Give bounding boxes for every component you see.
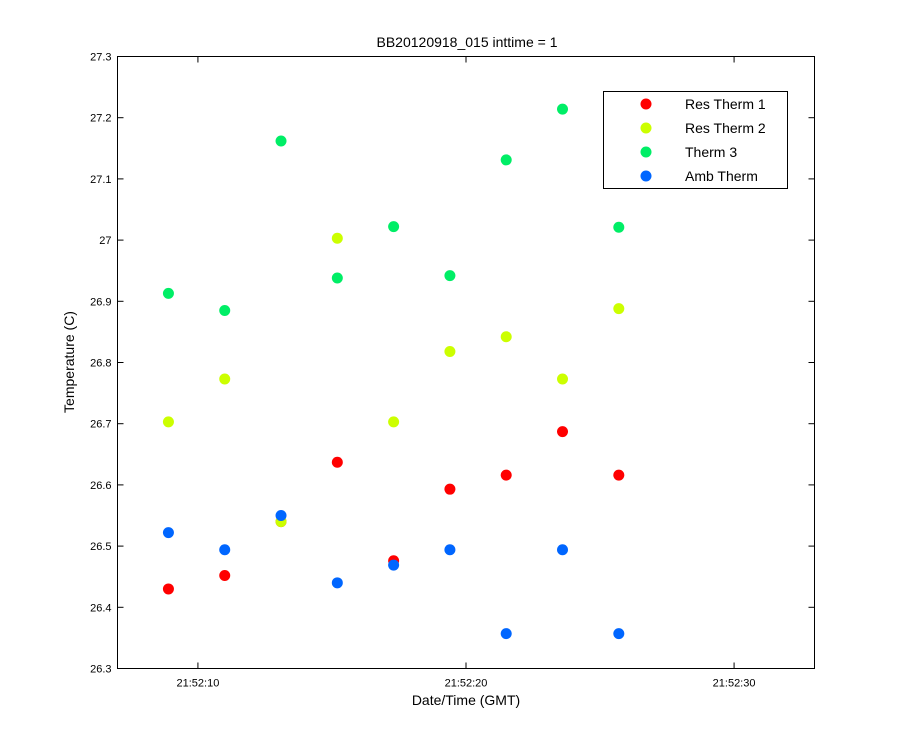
data-point	[613, 221, 625, 233]
data-point	[444, 483, 456, 495]
data-point	[162, 583, 174, 595]
data-point	[557, 373, 569, 385]
y-tick-label: 26.6	[90, 480, 111, 492]
data-points	[162, 103, 625, 640]
legend-label: Res Therm 1	[685, 96, 766, 112]
data-point	[162, 527, 174, 539]
y-tick-label: 26.3	[90, 664, 111, 676]
data-point	[331, 272, 343, 284]
data-point	[331, 577, 343, 589]
y-tick-label: 26.8	[90, 358, 111, 370]
data-point	[500, 154, 512, 166]
data-point	[557, 103, 569, 115]
y-axis: 26.3 26.4 26.5 26.6 26.7 26.8 26.9 27 27.1 27.2 27…	[90, 52, 815, 676]
y-tick-label: 26.9	[90, 296, 111, 308]
data-point	[613, 469, 625, 481]
data-point	[162, 416, 174, 428]
x-tick-label: 21:52:10	[177, 678, 220, 690]
series-therm-3	[162, 103, 625, 316]
data-point	[500, 331, 512, 343]
legend-box	[603, 91, 788, 189]
x-tick-label: 21:52:20	[445, 678, 488, 690]
legend-marker	[640, 146, 652, 158]
data-point	[275, 510, 287, 521]
legend-marker	[640, 98, 652, 110]
y-tick-label: 27	[99, 235, 111, 247]
data-point	[444, 345, 456, 357]
data-point	[275, 135, 287, 147]
data-point	[613, 303, 625, 315]
data-point	[500, 628, 512, 640]
data-point	[219, 544, 231, 556]
legend-label: Amb Therm	[685, 168, 758, 184]
x-tick-label: 21:52:30	[713, 678, 756, 690]
data-point	[331, 232, 343, 244]
y-tick-label: 26.7	[90, 419, 111, 431]
data-point	[219, 304, 231, 316]
y-tick-label: 27.3	[90, 52, 111, 64]
series-res-therm-1	[162, 426, 625, 595]
data-point	[388, 416, 400, 428]
x-axis: 21:52:10 21:52:20 21:52:30	[177, 56, 756, 690]
data-point	[219, 373, 231, 385]
series-amb-therm	[162, 510, 625, 640]
chart-title: BB20120918_015 inttime = 1	[377, 34, 558, 50]
y-tick-label: 27.1	[90, 174, 111, 186]
data-point	[444, 544, 456, 556]
x-axis-label: Date/Time (GMT)	[412, 692, 520, 708]
data-point	[331, 456, 343, 468]
legend-label: Therm 3	[685, 144, 737, 160]
data-point	[444, 270, 456, 282]
data-point	[557, 544, 569, 556]
data-point	[219, 569, 231, 581]
data-point	[388, 559, 400, 571]
legend-marker	[640, 122, 652, 134]
legend-marker	[640, 170, 652, 182]
y-tick-label: 26.4	[90, 602, 111, 614]
data-point	[613, 628, 625, 640]
y-tick-label: 27.2	[90, 113, 111, 125]
data-point	[500, 469, 512, 481]
legend-label: Res Therm 2	[685, 120, 766, 136]
y-axis-label: Temperature (C)	[61, 311, 77, 413]
data-point	[388, 221, 400, 233]
data-point	[557, 426, 569, 438]
series-res-therm-2	[162, 232, 625, 528]
legend: Res Therm 1 Res Therm 2 Therm 3 Amb Therm	[603, 91, 788, 189]
data-point	[162, 287, 174, 299]
y-tick-label: 26.5	[90, 541, 111, 553]
